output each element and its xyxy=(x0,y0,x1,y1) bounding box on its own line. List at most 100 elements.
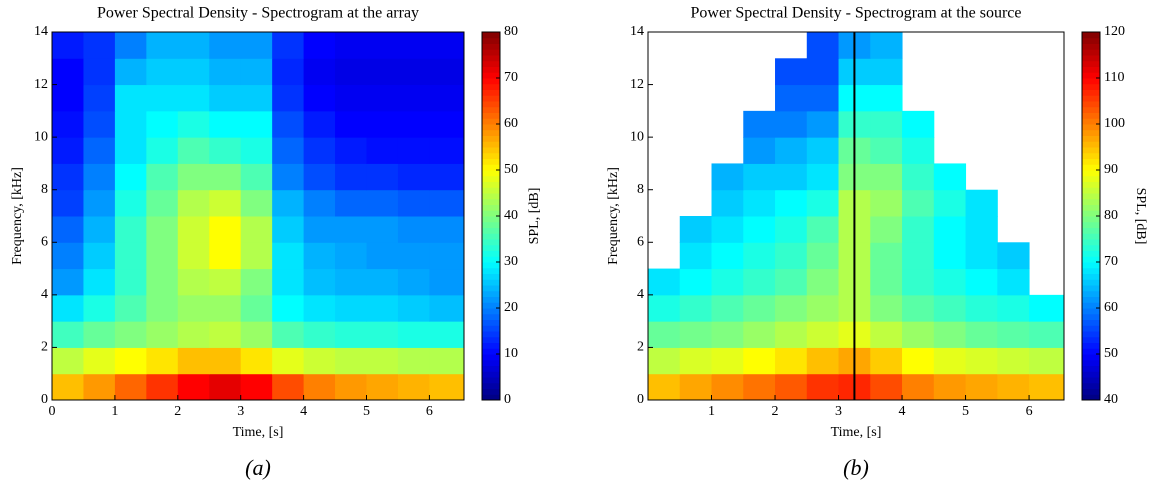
colorbar-segment xyxy=(482,101,500,108)
colorbar-segment xyxy=(1082,239,1100,246)
colorbar-tick-label: 80 xyxy=(1104,208,1118,223)
colorbar-tick-label: 60 xyxy=(1104,300,1118,315)
colorbar-segment xyxy=(1082,296,1100,303)
y-tick-label: 12 xyxy=(34,77,48,92)
heatmap-cell xyxy=(366,242,399,270)
heatmap-cell xyxy=(429,294,465,322)
colorbar-segment xyxy=(482,233,500,240)
plot-frame xyxy=(51,31,465,401)
colorbar-segment xyxy=(482,32,500,39)
heatmap-cell xyxy=(366,189,399,217)
colorbar-segment xyxy=(1082,83,1100,90)
heatmap-cell xyxy=(711,268,744,296)
heatmap-cell xyxy=(711,216,744,243)
heatmap-cell xyxy=(933,347,967,375)
colorbar-segment xyxy=(1082,365,1100,372)
heatmap-cell xyxy=(743,242,776,270)
heatmap-cell xyxy=(52,216,84,243)
heatmap-cell xyxy=(209,216,242,243)
heatmap-cell xyxy=(743,110,776,138)
heatmap-cell xyxy=(303,268,336,296)
colorbar-segment xyxy=(1082,95,1100,102)
y-tick-label: 2 xyxy=(637,340,644,355)
heatmap-cell xyxy=(146,84,179,112)
heatmap-cell xyxy=(146,137,179,164)
x-tick-label: 3 xyxy=(835,404,842,419)
heatmap-cell xyxy=(965,268,998,296)
colorbar-segment xyxy=(1082,170,1100,177)
heatmap-cell xyxy=(806,58,840,86)
colorbar-segment xyxy=(1082,210,1100,217)
colorbar-segment xyxy=(482,170,500,177)
colorbar-segment xyxy=(482,382,500,389)
heatmap-cell xyxy=(1029,373,1065,401)
heatmap-cell xyxy=(806,216,840,243)
heatmap-cell xyxy=(114,32,147,59)
colorbar-segment xyxy=(482,158,500,165)
heatmap-cell xyxy=(806,321,840,348)
heatmap-cell xyxy=(52,373,84,401)
colorbar-tick-label: 30 xyxy=(504,254,518,269)
heatmap-cell xyxy=(303,216,336,243)
heatmap-cell xyxy=(177,137,210,164)
heatmap-cell xyxy=(52,189,84,217)
colorbar-segment xyxy=(1082,394,1100,401)
heatmap-cell xyxy=(114,294,147,322)
heatmap-cell xyxy=(209,137,242,164)
heatmap-cell xyxy=(743,189,776,217)
colorbar-segment xyxy=(482,43,500,50)
heatmap-cell xyxy=(272,347,305,375)
heatmap-cell xyxy=(902,268,935,296)
heatmap-cell xyxy=(366,347,399,375)
heatmap-cell xyxy=(965,321,998,348)
colorbar-tick-label: 20 xyxy=(504,300,518,315)
heatmap-cell xyxy=(146,268,179,296)
x-tick-label: 4 xyxy=(300,404,307,419)
colorbar-segment xyxy=(482,164,500,171)
heatmap-cell xyxy=(114,373,147,401)
heatmap-cell xyxy=(679,268,713,296)
heatmap-cell xyxy=(902,321,935,348)
colorbar-segment xyxy=(482,216,500,223)
colorbar-segment xyxy=(482,49,500,56)
heatmap-cell xyxy=(997,321,1030,348)
heatmap-cell xyxy=(209,110,242,138)
colorbar-segment xyxy=(482,354,500,361)
heatmap-cell xyxy=(209,373,242,401)
colorbar-tick-label: 100 xyxy=(1104,116,1125,131)
colorbar-segment xyxy=(1082,273,1100,280)
heatmap-cell xyxy=(272,189,305,217)
heatmap-cell xyxy=(52,163,84,191)
heatmap-cell xyxy=(397,189,430,217)
heatmap-cell xyxy=(397,373,430,401)
heatmap-cell xyxy=(114,137,147,164)
heatmap-cell xyxy=(870,189,903,217)
heatmap-cell xyxy=(775,137,808,164)
heatmap-cell xyxy=(335,84,368,112)
heatmap-cell xyxy=(83,373,116,401)
heatmap-cell xyxy=(303,373,336,401)
colorbar-segment xyxy=(1082,78,1100,85)
x-tick-label: 5 xyxy=(363,404,370,419)
heatmap-cell xyxy=(870,84,903,112)
heatmap-cell xyxy=(83,110,116,138)
heatmap-cell xyxy=(965,373,998,401)
heatmap-cell xyxy=(806,137,840,164)
heatmap-cell xyxy=(177,84,210,112)
colorbar-segment xyxy=(1082,313,1100,320)
y-tick-label: 4 xyxy=(637,287,644,302)
heatmap-cell xyxy=(1029,321,1065,348)
colorbar-segment xyxy=(1082,49,1100,56)
x-tick-label: 6 xyxy=(426,404,433,419)
heatmap-cell xyxy=(366,294,399,322)
caption: (a) xyxy=(245,455,271,480)
heatmap-cell xyxy=(209,58,242,86)
heatmap-cell xyxy=(272,163,305,191)
colorbar-segment xyxy=(1082,129,1100,136)
heatmap-cell xyxy=(806,268,840,296)
colorbar-segment xyxy=(1082,233,1100,240)
heatmap-cell xyxy=(679,373,713,401)
colorbar-segment xyxy=(482,296,500,303)
heatmap-cell xyxy=(52,347,84,375)
